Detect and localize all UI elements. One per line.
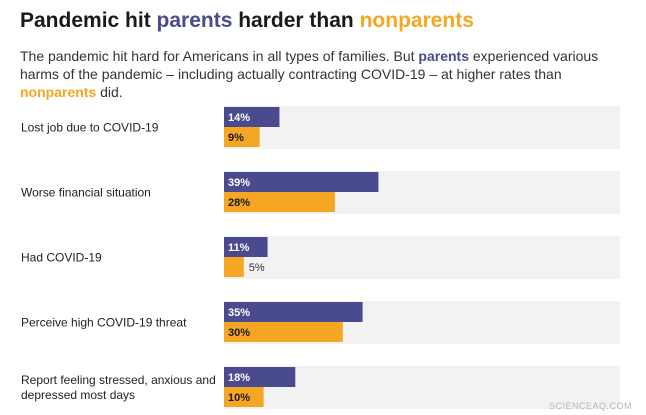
category-label: Perceive high COVID-19 threat [21, 316, 187, 330]
data-label-nonparents: 5% [249, 262, 265, 274]
bar-parents [224, 302, 363, 322]
category-label: Worse financial situation [21, 186, 151, 200]
bar-parents [224, 237, 268, 257]
bar-track [224, 106, 620, 149]
data-label-parents: 39% [228, 177, 250, 189]
category-label: Had COVID-19 [21, 251, 102, 265]
data-label-nonparents: 10% [228, 392, 250, 404]
title-part-3: harder than [232, 9, 360, 32]
data-label-nonparents: 30% [228, 327, 250, 339]
title-parents-word: parents [156, 9, 233, 32]
bar-nonparents [224, 257, 244, 277]
bar-parents [224, 172, 379, 192]
bar-nonparents [224, 387, 264, 407]
subtitle-part-5: did. [96, 84, 123, 100]
data-label-nonparents: 9% [228, 132, 244, 144]
subtitle-parents-word: parents [418, 48, 469, 64]
bar-nonparents [224, 192, 335, 212]
watermark: SCIENCEAQ.COM [548, 401, 632, 411]
data-label-parents: 11% [228, 242, 250, 254]
subtitle-part-1: The pandemic hit hard for Americans in a… [20, 48, 419, 64]
bar-nonparents [224, 322, 343, 342]
bar-track [224, 236, 620, 279]
bar-parents [224, 107, 280, 127]
bar-nonparents [224, 127, 260, 147]
chart-subtitle: The pandemic hit hard for Americans in a… [20, 47, 620, 101]
category-label: Report feeling stressed, anxious and depr… [21, 373, 216, 402]
data-label-parents: 18% [228, 372, 250, 384]
data-label-parents: 35% [228, 307, 250, 319]
subtitle-part-3: experienced various harms of the pandemi… [20, 48, 599, 82]
subtitle-nonparents-word: nonparents [20, 84, 97, 100]
bar-parents [224, 367, 296, 387]
title-part-1: Pandemic hit [20, 9, 157, 32]
category-label: Lost job due to COVID-19 [21, 121, 159, 135]
title-nonparents-word: nonparents [359, 9, 474, 32]
data-label-parents: 14% [228, 112, 250, 124]
chart-title: Pandemic hit parents harder than nonpare… [20, 9, 474, 33]
data-label-nonparents: 28% [228, 197, 250, 209]
